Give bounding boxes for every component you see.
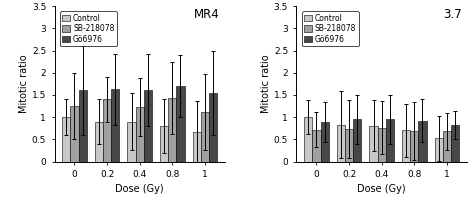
Bar <box>160 126 168 162</box>
Bar <box>451 125 459 162</box>
Bar <box>71 106 79 162</box>
Bar <box>443 131 451 162</box>
Bar <box>111 89 119 162</box>
Bar <box>378 128 386 162</box>
Bar <box>79 90 87 162</box>
Y-axis label: Mitotic ratio: Mitotic ratio <box>19 55 29 113</box>
Text: MR4: MR4 <box>194 8 220 21</box>
Legend: Control, SB-218078, Gö6976: Control, SB-218078, Gö6976 <box>302 12 359 46</box>
X-axis label: Dose (Gy): Dose (Gy) <box>357 184 406 195</box>
Bar <box>419 121 427 162</box>
Bar <box>345 129 353 162</box>
Bar <box>410 131 419 162</box>
Bar <box>320 122 328 162</box>
Bar <box>304 117 312 162</box>
Bar <box>95 122 103 162</box>
Bar <box>136 107 144 162</box>
Bar <box>402 130 410 162</box>
Bar <box>168 98 176 162</box>
Bar <box>312 130 320 162</box>
Bar <box>62 117 71 162</box>
Bar <box>209 93 217 162</box>
Bar <box>103 99 111 162</box>
X-axis label: Dose (Gy): Dose (Gy) <box>115 184 164 195</box>
Bar <box>386 119 394 162</box>
Bar <box>435 139 443 162</box>
Legend: Control, SB-218078, Gö6976: Control, SB-218078, Gö6976 <box>60 12 117 46</box>
Bar <box>337 125 345 162</box>
Bar <box>201 112 209 162</box>
Bar <box>144 90 152 162</box>
Text: 3.7: 3.7 <box>443 8 462 21</box>
Bar <box>369 126 378 162</box>
Bar <box>353 119 361 162</box>
Y-axis label: Mitotic ratio: Mitotic ratio <box>261 55 271 113</box>
Bar <box>176 86 184 162</box>
Bar <box>193 132 201 162</box>
Bar <box>128 122 136 162</box>
